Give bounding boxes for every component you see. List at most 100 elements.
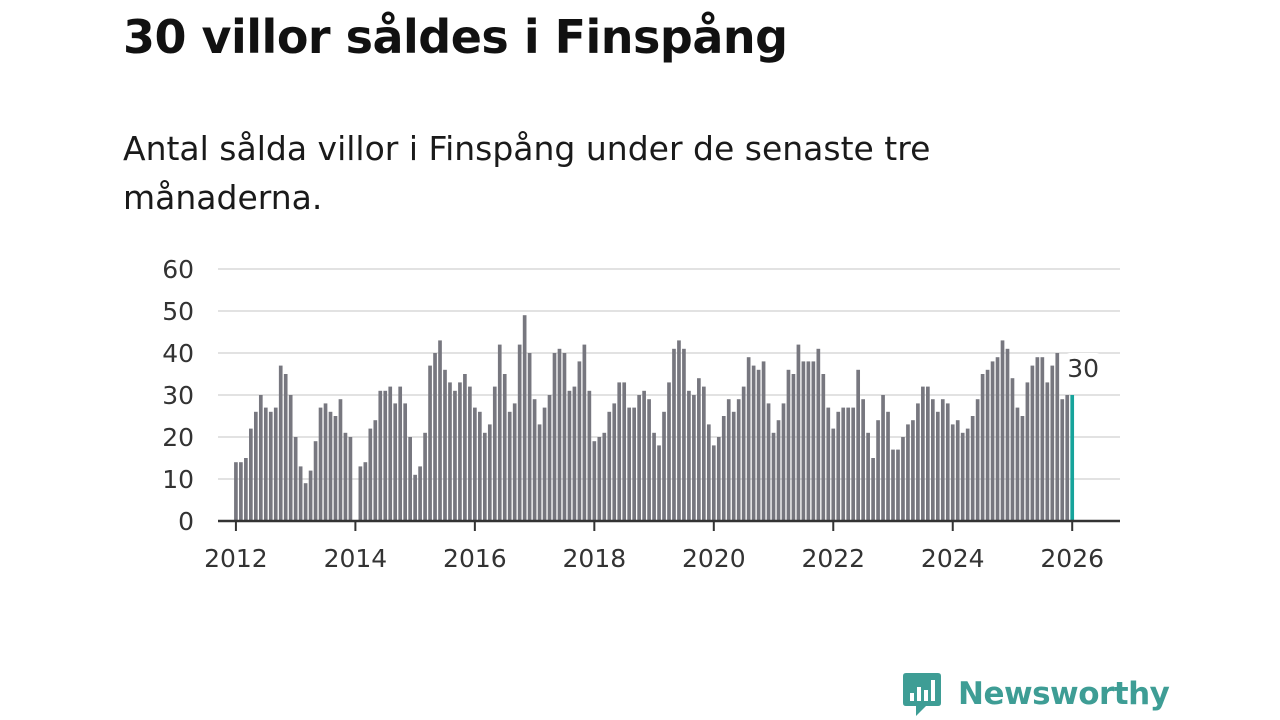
bar-156 [1010,378,1015,521]
x-tick-label-2020: 2020 [682,544,746,573]
bar-113 [796,344,801,521]
bar-126 [861,399,865,521]
bar-90 [682,348,686,521]
bar-105 [756,369,761,521]
bar-109 [776,420,781,521]
bar-159 [1025,382,1030,521]
bar-35 [408,437,412,521]
bar-55 [507,411,512,521]
y-tick-label-60: 60 [162,255,194,284]
bar-47 [468,386,472,521]
bar-164 [1050,365,1055,521]
newsworthy-brand: Newsworthy [902,670,1170,718]
bar-92 [692,395,696,521]
bar-130 [881,395,885,521]
bar-160 [1030,365,1035,521]
bar-70 [582,344,587,521]
bar-151 [985,369,990,521]
bar-74 [602,432,607,521]
bar-107 [766,403,771,521]
bar-9 [278,365,283,521]
bar-114 [801,361,806,521]
bar-83 [647,399,651,521]
bar-85 [657,445,661,521]
bar-69 [577,361,582,521]
bar-99 [726,399,731,521]
brand-name: Newsworthy [958,676,1170,712]
bar-16 [313,441,318,521]
bar-43 [448,382,452,521]
bar-46 [463,374,467,521]
bar-18 [323,403,328,521]
bar-102 [741,386,746,521]
bar-78 [622,382,627,521]
bar-54 [502,374,507,521]
bar-41 [438,340,442,521]
bar-157 [1015,407,1020,521]
bar-131 [886,411,890,521]
x-tick-label-2018: 2018 [563,544,627,573]
bar-80 [632,407,636,521]
bar-28 [373,420,378,521]
x-axis [218,519,1120,531]
annotation: 30 [1064,353,1103,383]
x-tick-label-2022: 2022 [801,544,865,573]
x-axis-labels: 2012 2014 2016 2018 2020 2022 2024 2026 [204,544,1104,573]
bar-152 [990,361,995,521]
bar-64 [552,353,557,521]
bar-51 [487,424,492,521]
bar-87 [667,382,671,521]
bar-52 [492,386,497,521]
y-axis-labels: 0 10 20 30 40 50 60 [162,255,194,536]
bar-1 [239,462,243,521]
bar-21 [338,399,343,521]
bar-143 [945,403,950,521]
bar-147 [965,428,970,521]
bar-57 [517,344,522,521]
bar-94 [702,386,706,521]
x-tick-label-2016: 2016 [443,544,507,573]
bar-series [234,315,1075,521]
grid-lines [218,268,1120,480]
bar-165 [1055,353,1060,521]
bar-29 [378,390,383,521]
bar-96 [711,445,716,521]
bar-108 [771,432,776,521]
annotation-label: 30 [1067,354,1099,383]
bar-23 [348,437,353,521]
bar-142 [940,399,945,521]
chart-subtitle: Antal sålda villor i Finspång under de s… [123,129,931,217]
bar-132 [891,449,895,521]
y-tick-label-40: 40 [162,339,194,368]
bar-158 [1020,416,1025,521]
bar-26 [363,462,368,521]
newsworthy-logo-icon [903,673,941,716]
bar-13 [298,466,303,521]
bar-146 [960,432,965,521]
bar-123 [846,407,851,521]
y-tick-label-50: 50 [162,297,194,326]
bar-82 [642,390,646,521]
bar-22 [343,432,348,521]
bar-65 [557,348,562,521]
bar-12 [293,437,298,521]
bar-138 [921,386,925,521]
bar-119 [826,407,831,521]
bar-31 [388,386,393,521]
bar-4 [253,411,258,521]
bar-133 [896,449,900,521]
y-tick-label-10: 10 [162,465,194,494]
bar-19 [328,411,333,521]
bar-48 [473,407,477,521]
bar-97 [716,437,721,521]
bar-53 [497,344,502,521]
bar-32 [393,403,398,521]
x-tick-label-2012: 2012 [204,544,268,573]
bar-117 [816,348,821,521]
bar-125 [856,369,861,521]
bar-136 [911,420,915,521]
bar-88 [672,348,676,521]
bar-61 [537,424,542,521]
bar-79 [627,407,632,521]
